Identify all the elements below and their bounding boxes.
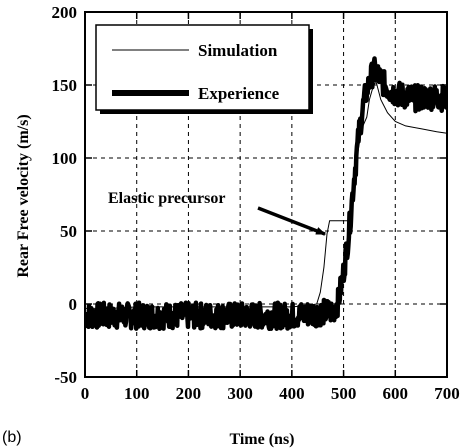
- x-tick-label: 600: [383, 384, 409, 403]
- y-tick-label: 200: [52, 3, 78, 22]
- series-line-simulation: [85, 81, 447, 309]
- x-tick-label: 700: [434, 384, 460, 403]
- annotation-arrow: [257, 206, 327, 236]
- legend-box: [95, 24, 310, 111]
- x-tick-label: 400: [279, 384, 305, 403]
- x-tick-label: 500: [331, 384, 357, 403]
- panel-label: (b): [2, 429, 22, 446]
- y-axis-title: Rear Free velocity (m/s): [15, 114, 32, 277]
- y-tick-label: 0: [69, 295, 78, 314]
- plot-frame: [84, 11, 448, 378]
- x-tick-label: 200: [176, 384, 202, 403]
- annotation: Elastic precursor: [108, 190, 327, 236]
- y-tick-label: 50: [60, 222, 77, 241]
- x-tick-label: 100: [124, 384, 150, 403]
- annotation-text: Elastic precursor: [108, 190, 225, 207]
- x-tick-label: 0: [81, 384, 90, 403]
- series-line-experience: [85, 56, 447, 332]
- x-tick-label: 300: [227, 384, 253, 403]
- y-tick-label: 150: [52, 76, 78, 95]
- x-axis-title: Time (ns): [229, 431, 294, 448]
- y-tick-label: 100: [52, 149, 78, 168]
- y-tick-label: -50: [54, 368, 77, 387]
- legend-label-simulation: Simulation: [198, 41, 278, 60]
- legend-label-experience: Experience: [198, 84, 280, 103]
- series-layer: [85, 56, 447, 332]
- legend: Simulation Experience: [95, 24, 313, 114]
